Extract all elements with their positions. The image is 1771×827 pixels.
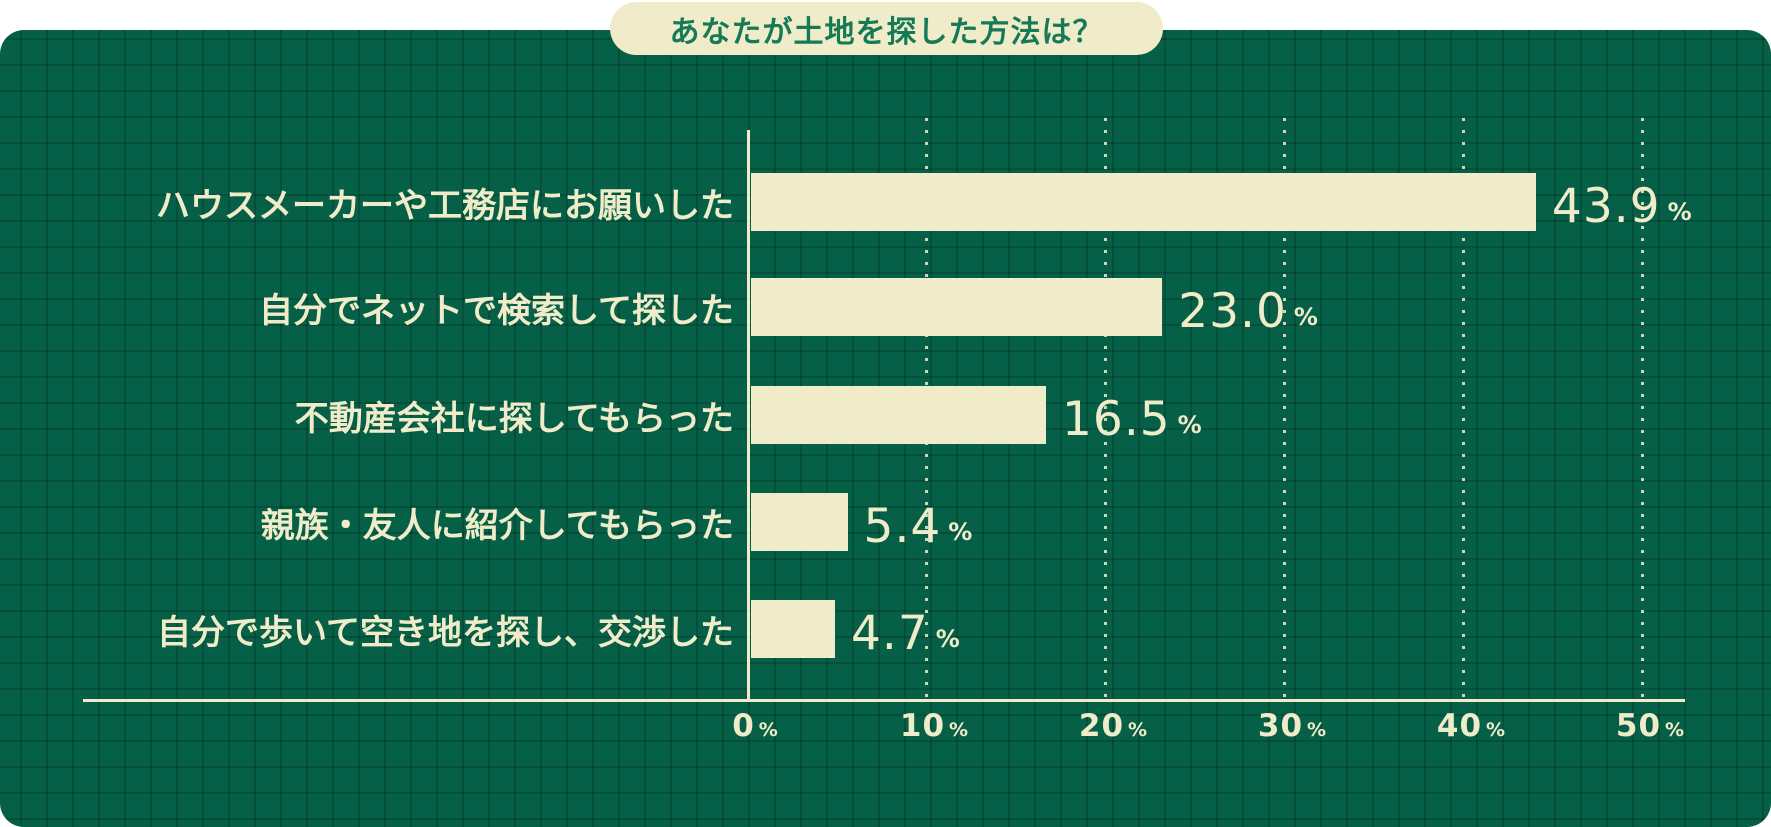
value-label-5: 4.7 % [851, 600, 960, 661]
x-axis-baseline [83, 699, 1685, 702]
gridline-50pct [1641, 118, 1644, 700]
value-number: 5.4 [863, 498, 942, 554]
chart-row-1: ハウスメーカーや工務店にお願いした 43.9 % [0, 173, 1771, 234]
value-label-2: 23.0 % [1178, 278, 1318, 339]
category-label-4: 親族・友人に紹介してもらった [260, 505, 734, 546]
gridline-30pct [1283, 118, 1286, 700]
percent-sign: % [1293, 303, 1318, 331]
percent-sign: % [1667, 198, 1692, 226]
bar-4 [751, 493, 848, 551]
value-number: 16.5 [1062, 391, 1171, 447]
bar-2 [751, 278, 1163, 336]
percent-sign: % [948, 518, 973, 546]
x-tick-40: 40% [1436, 708, 1506, 744]
percent-sign: % [1177, 411, 1202, 439]
category-label-3: 不動産会社に探してもらった [294, 398, 734, 439]
value-number: 4.7 [851, 605, 929, 661]
gridline-20pct [1104, 118, 1107, 700]
chart-title: あなたが土地を探した方法は？ [669, 14, 1104, 50]
x-tick-50: 50% [1615, 708, 1685, 744]
y-axis-line [747, 130, 750, 700]
gridline-40pct [1462, 118, 1465, 700]
percent-sign: % [935, 625, 960, 653]
chart-row-5: 自分で歩いて空き地を探し、交渉した 4.7 % [0, 600, 1771, 661]
category-label-2: 自分でネットで検索して探した [259, 290, 734, 331]
category-label-1: ハウスメーカーや工務店にお願いした [156, 185, 734, 226]
bar-3 [751, 386, 1047, 444]
value-label-3: 16.5 % [1062, 386, 1202, 447]
value-label-1: 43.9 % [1551, 173, 1692, 234]
x-tick-0: 0% [732, 708, 778, 744]
x-tick-10: 10% [899, 708, 969, 744]
chart-title-pill: あなたが土地を探した方法は？ [610, 2, 1163, 55]
value-number: 43.9 [1551, 178, 1661, 234]
category-label-5: 自分で歩いて空き地を探し、交渉した [157, 612, 734, 653]
bar-5 [751, 600, 836, 658]
x-tick-20: 20% [1078, 708, 1148, 744]
chart-row-4: 親族・友人に紹介してもらった 5.4 % [0, 493, 1771, 554]
x-tick-30: 30% [1257, 708, 1327, 744]
bar-1 [751, 173, 1536, 231]
chart-row-2: 自分でネットで検索して探した 23.0 % [0, 278, 1771, 339]
value-number: 23.0 [1178, 283, 1287, 339]
value-label-4: 5.4 % [863, 493, 973, 554]
chart-row-3: 不動産会社に探してもらった 16.5 % [0, 386, 1771, 447]
